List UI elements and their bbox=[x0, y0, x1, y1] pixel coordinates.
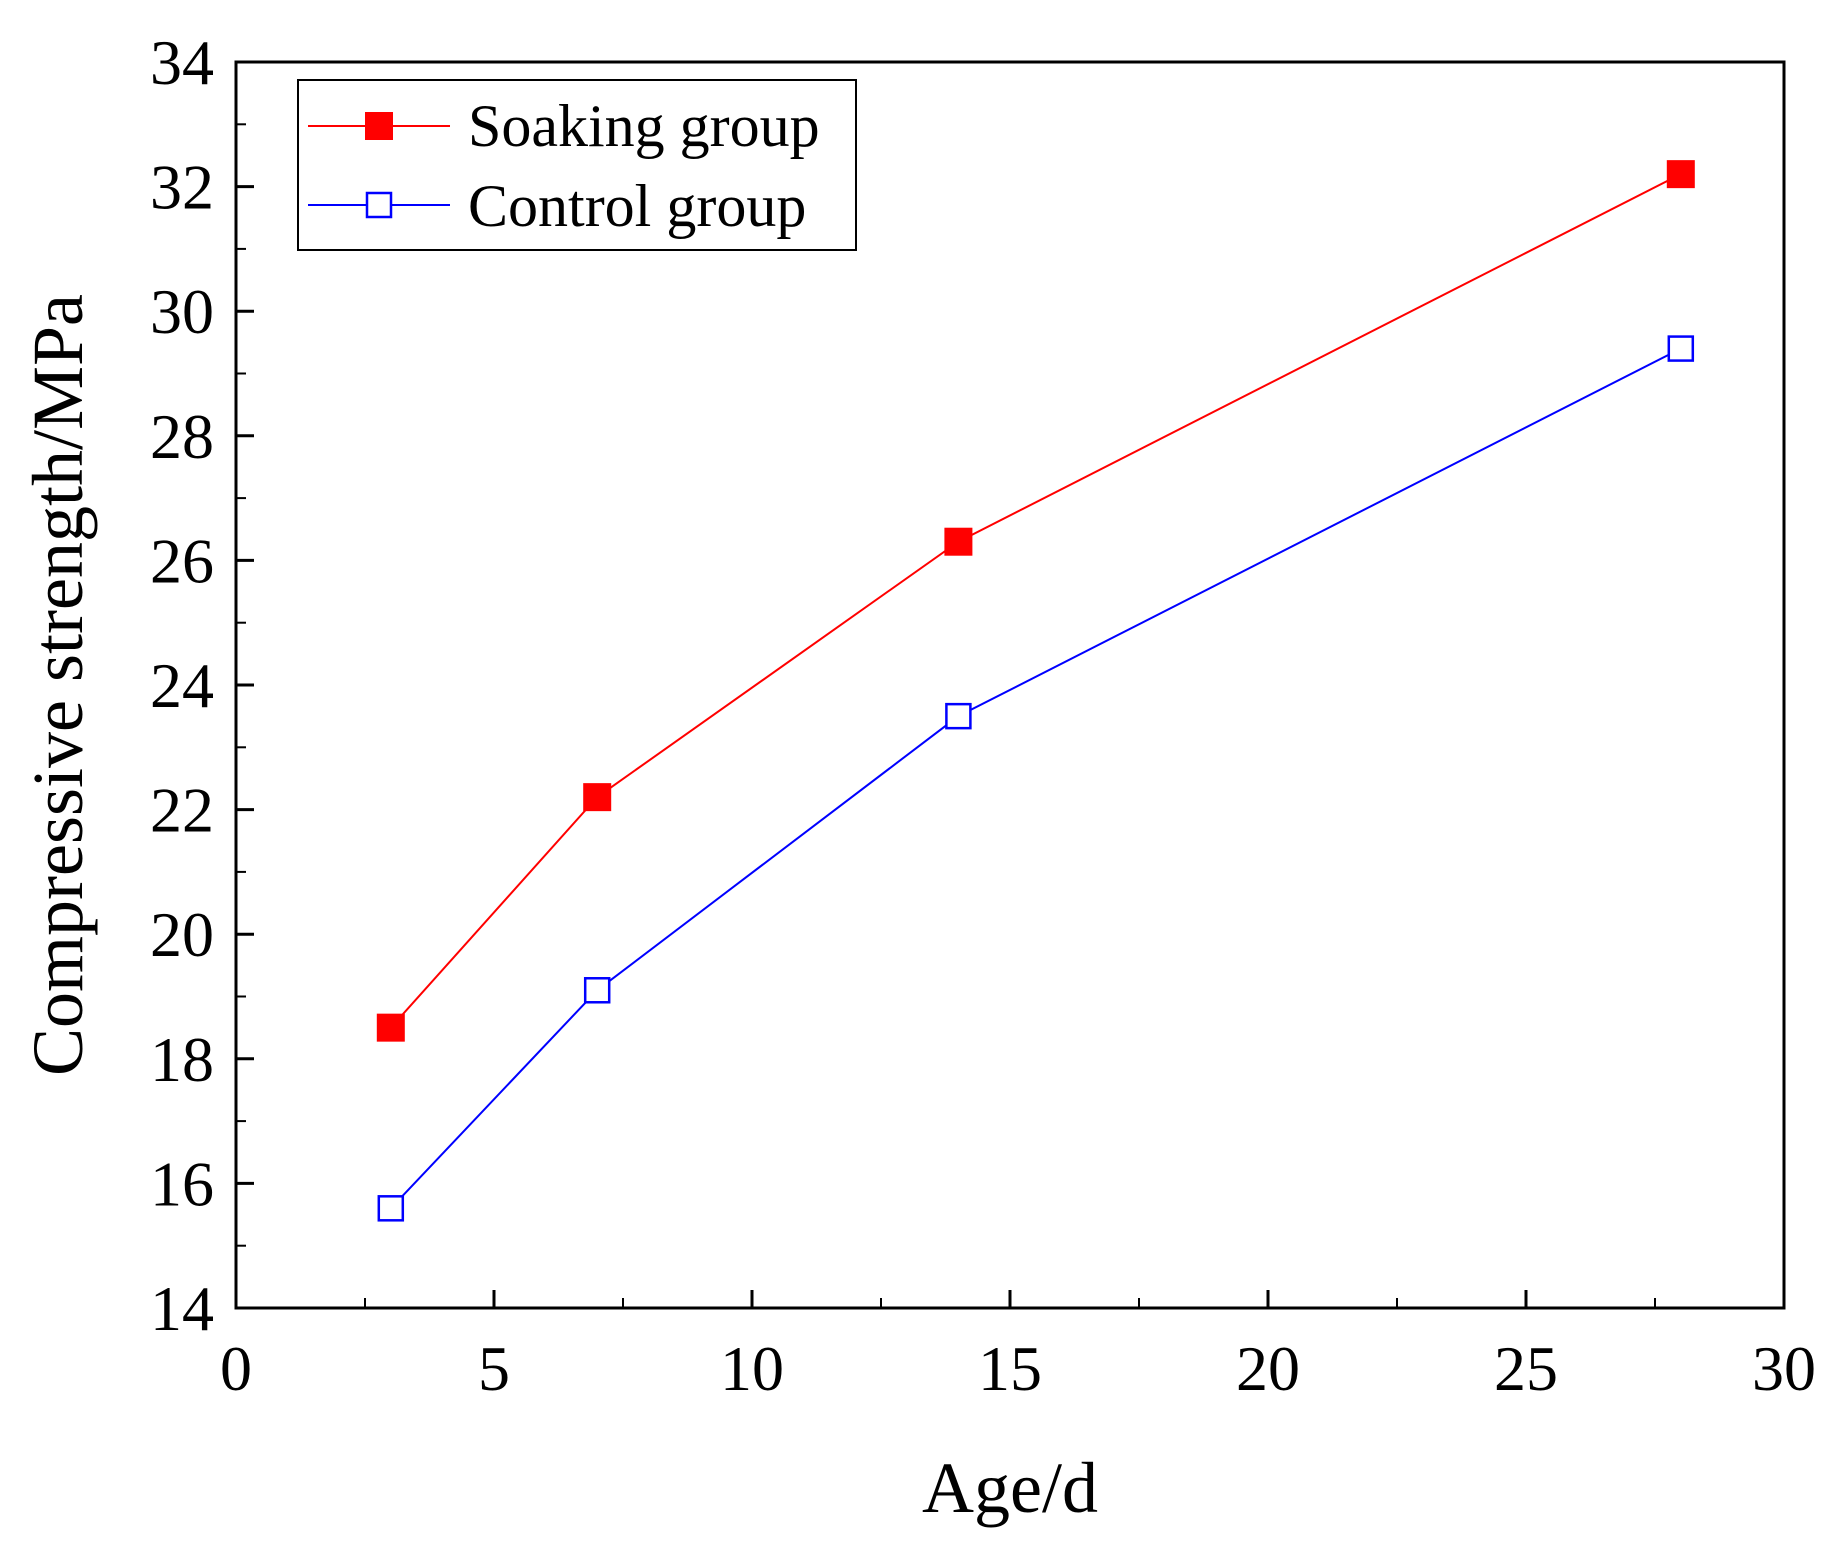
y-tick-label: 28 bbox=[150, 401, 214, 472]
x-tick-label: 10 bbox=[720, 1333, 784, 1404]
data-point-control-group bbox=[1667, 335, 1695, 362]
y-tick-label: 30 bbox=[150, 276, 214, 347]
x-tick-label: 15 bbox=[978, 1333, 1042, 1404]
series-line-soaking-group bbox=[390, 173, 1682, 1029]
x-tick-label: 25 bbox=[1494, 1333, 1558, 1404]
x-tick-label: 5 bbox=[478, 1333, 510, 1404]
data-point-control-group bbox=[945, 702, 972, 730]
legend-marker-control bbox=[365, 191, 393, 219]
y-axis: 14 16 18 20 22 24 26 28 30 32 34 bbox=[150, 27, 254, 1344]
x-axis-title: Age/d bbox=[922, 1448, 1098, 1528]
y-tick-label: 34 bbox=[150, 27, 214, 98]
legend-label-control: Control group bbox=[468, 173, 806, 239]
y-axis-title: Compressive strength/MPa bbox=[18, 294, 98, 1076]
y-tick-label: 24 bbox=[150, 650, 214, 721]
y-tick-label: 18 bbox=[150, 1024, 214, 1095]
legend-label-soaking: Soaking group bbox=[468, 93, 820, 159]
y-tick-label: 32 bbox=[150, 152, 214, 223]
y-tick-label: 20 bbox=[150, 899, 214, 970]
data-point-soaking-group bbox=[1666, 160, 1695, 189]
y-tick-label: 22 bbox=[150, 775, 214, 846]
data-point-control-group bbox=[377, 1195, 405, 1222]
data-point-soaking-group bbox=[583, 783, 612, 812]
legend-box bbox=[297, 79, 857, 251]
y-tick-label: 26 bbox=[150, 525, 214, 596]
y-tick-label: 16 bbox=[150, 1148, 214, 1219]
x-axis: 0 5 10 15 20 25 30 bbox=[220, 1290, 1816, 1404]
y-tick-label: 14 bbox=[150, 1273, 214, 1344]
legend-marker-soaking bbox=[365, 112, 393, 140]
data-point-soaking-group bbox=[376, 1013, 405, 1042]
x-tick-label: 30 bbox=[1752, 1333, 1816, 1404]
series-line-control-group bbox=[390, 347, 1682, 1210]
series-layer bbox=[376, 160, 1695, 1222]
x-tick-label: 0 bbox=[220, 1333, 252, 1404]
data-point-soaking-group bbox=[944, 527, 973, 556]
data-point-control-group bbox=[583, 977, 611, 1004]
legend: Soaking group Control group bbox=[297, 79, 857, 251]
x-tick-label: 20 bbox=[1236, 1333, 1300, 1404]
